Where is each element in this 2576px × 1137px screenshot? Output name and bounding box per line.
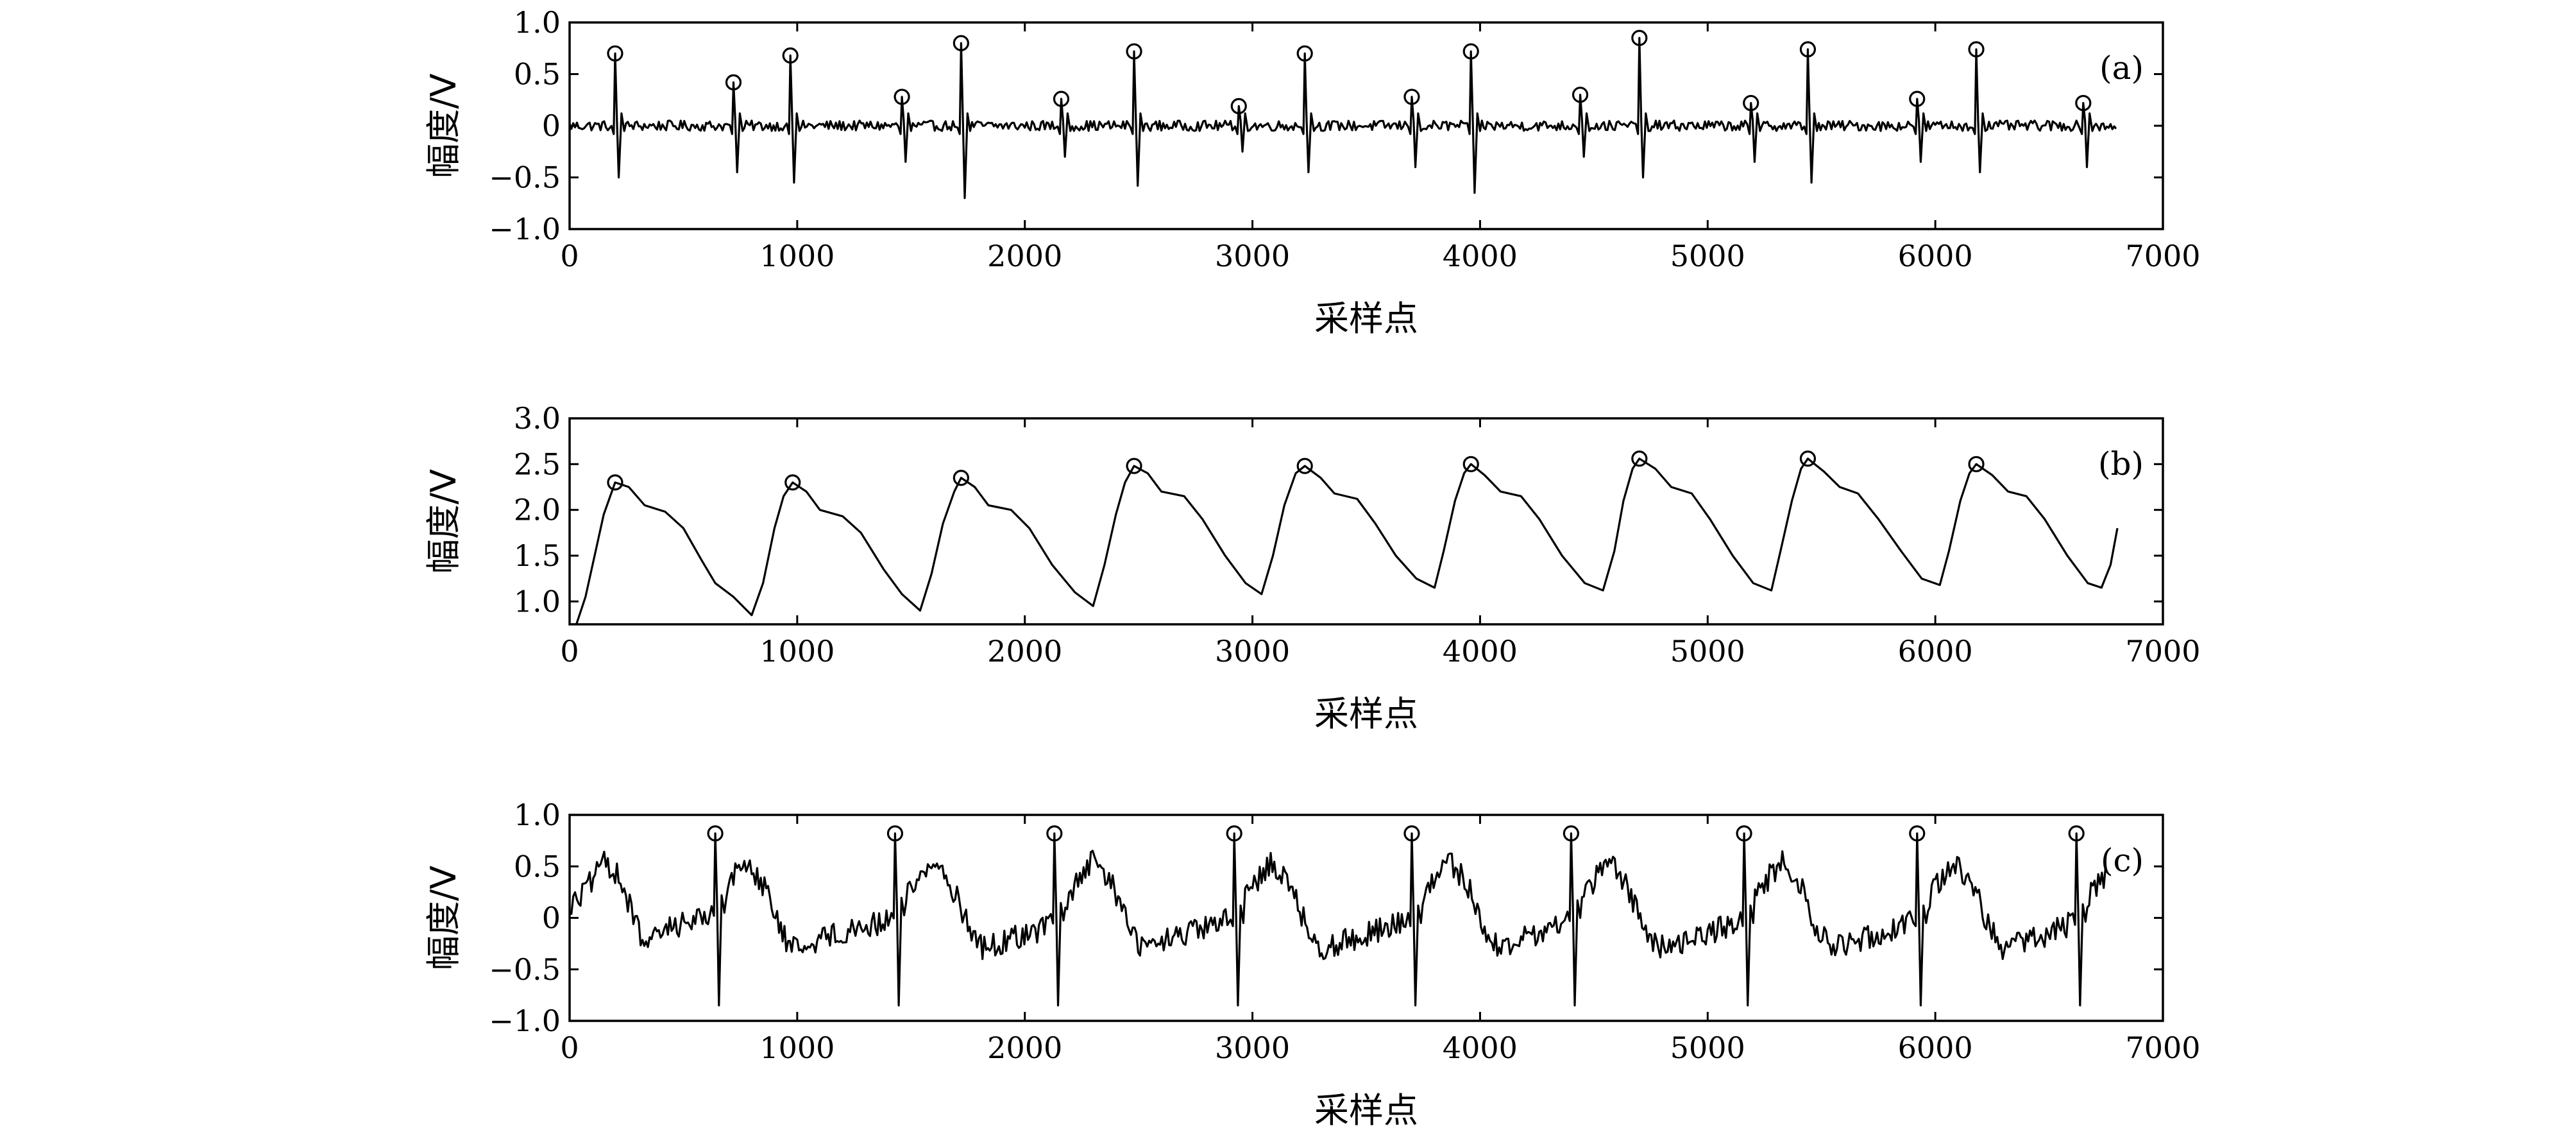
peak-marker [886,825,904,842]
peak-marker [707,825,724,842]
x-tick-label: 3000 [1215,634,1290,669]
y-tick-label: −0.5 [489,160,561,195]
peak-marker [953,35,969,51]
x-tick-label: 2000 [987,1030,1062,1065]
y-axis-label: 幅度/V [423,866,464,970]
peak-marker [953,470,969,486]
panel-label: (c) [2101,842,2144,879]
x-tick-label: 5000 [1670,1030,1745,1065]
peak-marker [1968,456,1985,472]
y-tick-label: −1.0 [489,212,561,246]
signal-line [570,832,2107,1007]
peak-marker [1226,825,1242,842]
x-axis-label: 采样点 [1314,1090,1418,1131]
x-tick-label: 7000 [2125,1030,2200,1065]
peak-marker [1631,450,1648,467]
plot-frame [568,417,2164,626]
y-tick-label: 1.0 [514,584,561,619]
x-tick-label: 1000 [759,1030,835,1065]
panel-label: (a) [2099,49,2144,87]
peak-marker [1909,90,1926,107]
y-tick-label: −1.0 [489,1004,561,1038]
y-tick-label: 2.0 [514,493,561,527]
x-tick-label: 3000 [1215,239,1290,273]
x-tick-label: 4000 [1443,1030,1518,1065]
y-tick-label: 0.5 [514,849,561,884]
peak-marker [1563,825,1579,842]
peak-marker [1799,450,1817,467]
x-tick-label: 2000 [987,239,1062,273]
peak-marker [1403,825,1420,842]
panel-a: 0 1000 2000 3000 4000 5000 6000 7000 1.0 0.5 0 −0.5… [423,5,2201,339]
peak-marker [1743,94,1759,112]
y-tick-label: 0 [542,901,561,936]
x-tick-label: 5000 [1670,239,1745,273]
peak-marker [607,45,623,62]
peak-marker [1572,87,1589,103]
x-tick-label: 4000 [1443,634,1518,669]
y-tick-label: 0 [542,108,561,143]
peak-marker [1462,43,1479,60]
peak-marker [782,47,799,64]
y-tick-label: 0.5 [514,57,561,92]
peak-marker [1462,456,1479,472]
y-axis-label: 幅度/V [423,469,464,574]
signal-line [570,37,2117,200]
peak-marker [1126,43,1142,60]
y-tick-label: 2.5 [514,447,561,481]
signal-line [570,457,2119,624]
peak-marker [607,474,623,491]
peak-marker [1230,98,1247,115]
x-tick-label: 0 [560,239,579,273]
x-tick-label: 3000 [1215,1030,1290,1065]
peak-marker [2068,825,2085,842]
peak-marker [1046,825,1063,842]
y-tick-label: 1.0 [514,5,561,40]
panel-label: (b) [2098,445,2144,483]
peak-marker [1631,30,1648,46]
x-tick-label: 7000 [2125,239,2200,273]
x-tick-label: 4000 [1443,239,1518,273]
x-axis-label: 采样点 [1314,694,1418,734]
x-tick-label: 1000 [759,634,835,669]
x-tick-label: 5000 [1670,634,1745,669]
peak-marker [1736,825,1752,842]
peak-marker [894,89,910,105]
x-tick-label: 6000 [1898,634,1973,669]
y-tick-label: −0.5 [489,952,561,987]
peak-marker [1053,90,1070,107]
x-axis-label: 采样点 [1314,298,1418,339]
peak-marker [725,74,742,90]
y-tick-label: 3.0 [514,401,561,436]
x-tick-label: 0 [560,1030,579,1065]
peak-marker [1799,41,1817,58]
peak-marker [1126,457,1142,474]
x-tick-label: 6000 [1898,1030,1973,1065]
x-tick-label: 7000 [2125,634,2200,669]
y-tick-label: 1.0 [514,798,561,832]
peak-marker [1968,41,1985,58]
peak-marker [2075,94,2092,112]
panel-b: 0 1000 2000 3000 4000 5000 6000 7000 3.0 2.5 2.0 1.… [423,401,2201,734]
y-tick-label: 1.5 [514,538,561,573]
x-tick-label: 6000 [1898,239,1973,273]
peak-marker [1296,457,1313,474]
peak-marker [1296,45,1313,62]
y-axis-label: 幅度/V [423,73,464,178]
peak-marker [1403,89,1420,105]
x-tick-label: 1000 [759,239,835,273]
peak-marker [1909,825,1926,842]
peak-marker [784,474,801,491]
x-tick-label: 2000 [987,634,1062,669]
x-tick-label: 0 [560,634,579,669]
panel-c: 0 1000 2000 3000 4000 5000 6000 7000 1.0 0.5 0 −0.5… [423,798,2201,1131]
